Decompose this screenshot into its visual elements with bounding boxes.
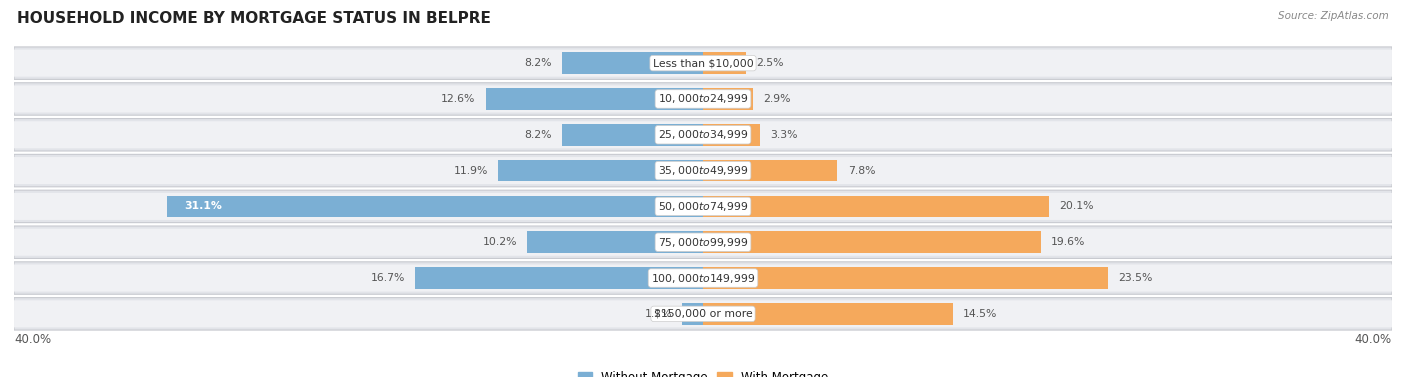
FancyBboxPatch shape — [14, 121, 1392, 148]
Bar — [562, 124, 703, 146]
Text: 16.7%: 16.7% — [371, 273, 405, 283]
Text: $35,000 to $49,999: $35,000 to $49,999 — [658, 164, 748, 177]
Text: $100,000 to $149,999: $100,000 to $149,999 — [651, 271, 755, 285]
FancyBboxPatch shape — [14, 193, 1392, 220]
Text: 20.1%: 20.1% — [1060, 201, 1094, 211]
Text: 19.6%: 19.6% — [1050, 237, 1085, 247]
Bar — [486, 88, 703, 110]
FancyBboxPatch shape — [14, 226, 1392, 259]
Text: 40.0%: 40.0% — [1355, 333, 1392, 346]
FancyBboxPatch shape — [14, 118, 1392, 151]
Text: 14.5%: 14.5% — [963, 309, 997, 319]
Text: 3.3%: 3.3% — [770, 130, 797, 140]
Text: $25,000 to $34,999: $25,000 to $34,999 — [658, 128, 748, 141]
Bar — [703, 196, 1049, 217]
Text: 7.8%: 7.8% — [848, 166, 875, 176]
FancyBboxPatch shape — [14, 262, 1392, 294]
Text: $150,000 or more: $150,000 or more — [654, 309, 752, 319]
Bar — [703, 267, 1108, 289]
FancyBboxPatch shape — [14, 86, 1392, 112]
Bar — [703, 303, 953, 325]
Legend: Without Mortgage, With Mortgage: Without Mortgage, With Mortgage — [574, 366, 832, 377]
FancyBboxPatch shape — [14, 154, 1392, 187]
Text: $75,000 to $99,999: $75,000 to $99,999 — [658, 236, 748, 249]
Text: 2.5%: 2.5% — [756, 58, 785, 68]
Bar — [498, 160, 703, 181]
Text: $10,000 to $24,999: $10,000 to $24,999 — [658, 92, 748, 106]
Text: Less than $10,000: Less than $10,000 — [652, 58, 754, 68]
Text: 40.0%: 40.0% — [14, 333, 51, 346]
Bar — [682, 303, 703, 325]
Bar — [415, 267, 703, 289]
Bar — [562, 52, 703, 74]
Bar — [703, 52, 747, 74]
FancyBboxPatch shape — [14, 83, 1392, 115]
FancyBboxPatch shape — [14, 297, 1392, 330]
Bar — [703, 160, 838, 181]
Text: HOUSEHOLD INCOME BY MORTGAGE STATUS IN BELPRE: HOUSEHOLD INCOME BY MORTGAGE STATUS IN B… — [17, 11, 491, 26]
Text: 2.9%: 2.9% — [763, 94, 790, 104]
Bar — [527, 231, 703, 253]
FancyBboxPatch shape — [14, 47, 1392, 80]
FancyBboxPatch shape — [14, 300, 1392, 327]
Bar — [703, 231, 1040, 253]
Text: 8.2%: 8.2% — [524, 130, 551, 140]
Text: 12.6%: 12.6% — [441, 94, 475, 104]
Bar — [167, 196, 703, 217]
Text: 11.9%: 11.9% — [453, 166, 488, 176]
Text: Source: ZipAtlas.com: Source: ZipAtlas.com — [1278, 11, 1389, 21]
Bar — [703, 88, 754, 110]
Text: 8.2%: 8.2% — [524, 58, 551, 68]
Text: $50,000 to $74,999: $50,000 to $74,999 — [658, 200, 748, 213]
Text: 23.5%: 23.5% — [1118, 273, 1153, 283]
FancyBboxPatch shape — [14, 229, 1392, 256]
Text: 10.2%: 10.2% — [482, 237, 517, 247]
FancyBboxPatch shape — [14, 265, 1392, 291]
FancyBboxPatch shape — [14, 50, 1392, 77]
Text: 31.1%: 31.1% — [184, 201, 222, 211]
Bar — [703, 124, 759, 146]
FancyBboxPatch shape — [14, 190, 1392, 223]
Text: 1.2%: 1.2% — [644, 309, 672, 319]
FancyBboxPatch shape — [14, 157, 1392, 184]
